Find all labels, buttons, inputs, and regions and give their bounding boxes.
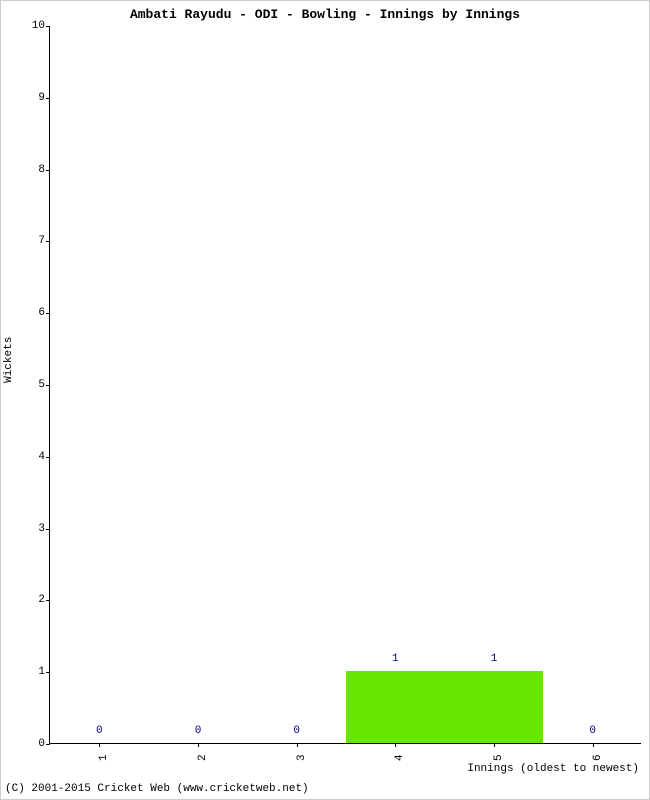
bar-value-label: 0 [293, 725, 300, 737]
x-tick-label: 6 [592, 754, 604, 761]
x-tick [297, 743, 298, 747]
y-tick [46, 313, 50, 314]
y-tick [46, 26, 50, 27]
chart-title: Ambati Rayudu - ODI - Bowling - Innings … [1, 7, 649, 22]
y-tick [46, 672, 50, 673]
bar-value-label: 0 [96, 725, 103, 737]
x-tick [395, 743, 396, 747]
x-tick-label: 1 [98, 754, 110, 761]
y-tick [46, 385, 50, 386]
chart-container: Ambati Rayudu - ODI - Bowling - Innings … [0, 0, 650, 800]
y-tick-label: 7 [15, 235, 45, 247]
bar-value-label: 1 [491, 653, 498, 665]
y-tick-label: 6 [15, 307, 45, 319]
y-tick [46, 744, 50, 745]
x-tick [198, 743, 199, 747]
x-tick-label: 5 [493, 754, 505, 761]
x-axis-label: Innings (oldest to newest) [467, 763, 639, 775]
y-tick-label: 1 [15, 666, 45, 678]
bar-value-label: 0 [589, 725, 596, 737]
x-tick [593, 743, 594, 747]
bar-value-label: 1 [392, 653, 399, 665]
x-tick-label: 3 [296, 754, 308, 761]
y-tick [46, 600, 50, 601]
y-tick-label: 0 [15, 738, 45, 750]
y-tick-label: 10 [15, 20, 45, 32]
y-tick [46, 241, 50, 242]
copyright-text: (C) 2001-2015 Cricket Web (www.cricketwe… [5, 783, 309, 795]
y-tick-label: 4 [15, 451, 45, 463]
y-tick-label: 3 [15, 523, 45, 535]
bar [445, 671, 544, 743]
bar-value-label: 0 [195, 725, 202, 737]
y-tick-label: 9 [15, 92, 45, 104]
y-tick-label: 2 [15, 594, 45, 606]
x-tick-label: 4 [394, 754, 406, 761]
bar [346, 671, 445, 743]
y-tick-label: 8 [15, 164, 45, 176]
plot-area: 0 0 0 1 1 0 [49, 26, 641, 744]
x-tick [494, 743, 495, 747]
y-tick [46, 98, 50, 99]
x-tick [99, 743, 100, 747]
y-tick [46, 170, 50, 171]
y-tick-label: 5 [15, 379, 45, 391]
y-axis-label: Wickets [3, 337, 15, 383]
y-tick [46, 529, 50, 530]
x-tick-label: 2 [197, 754, 209, 761]
y-tick [46, 457, 50, 458]
